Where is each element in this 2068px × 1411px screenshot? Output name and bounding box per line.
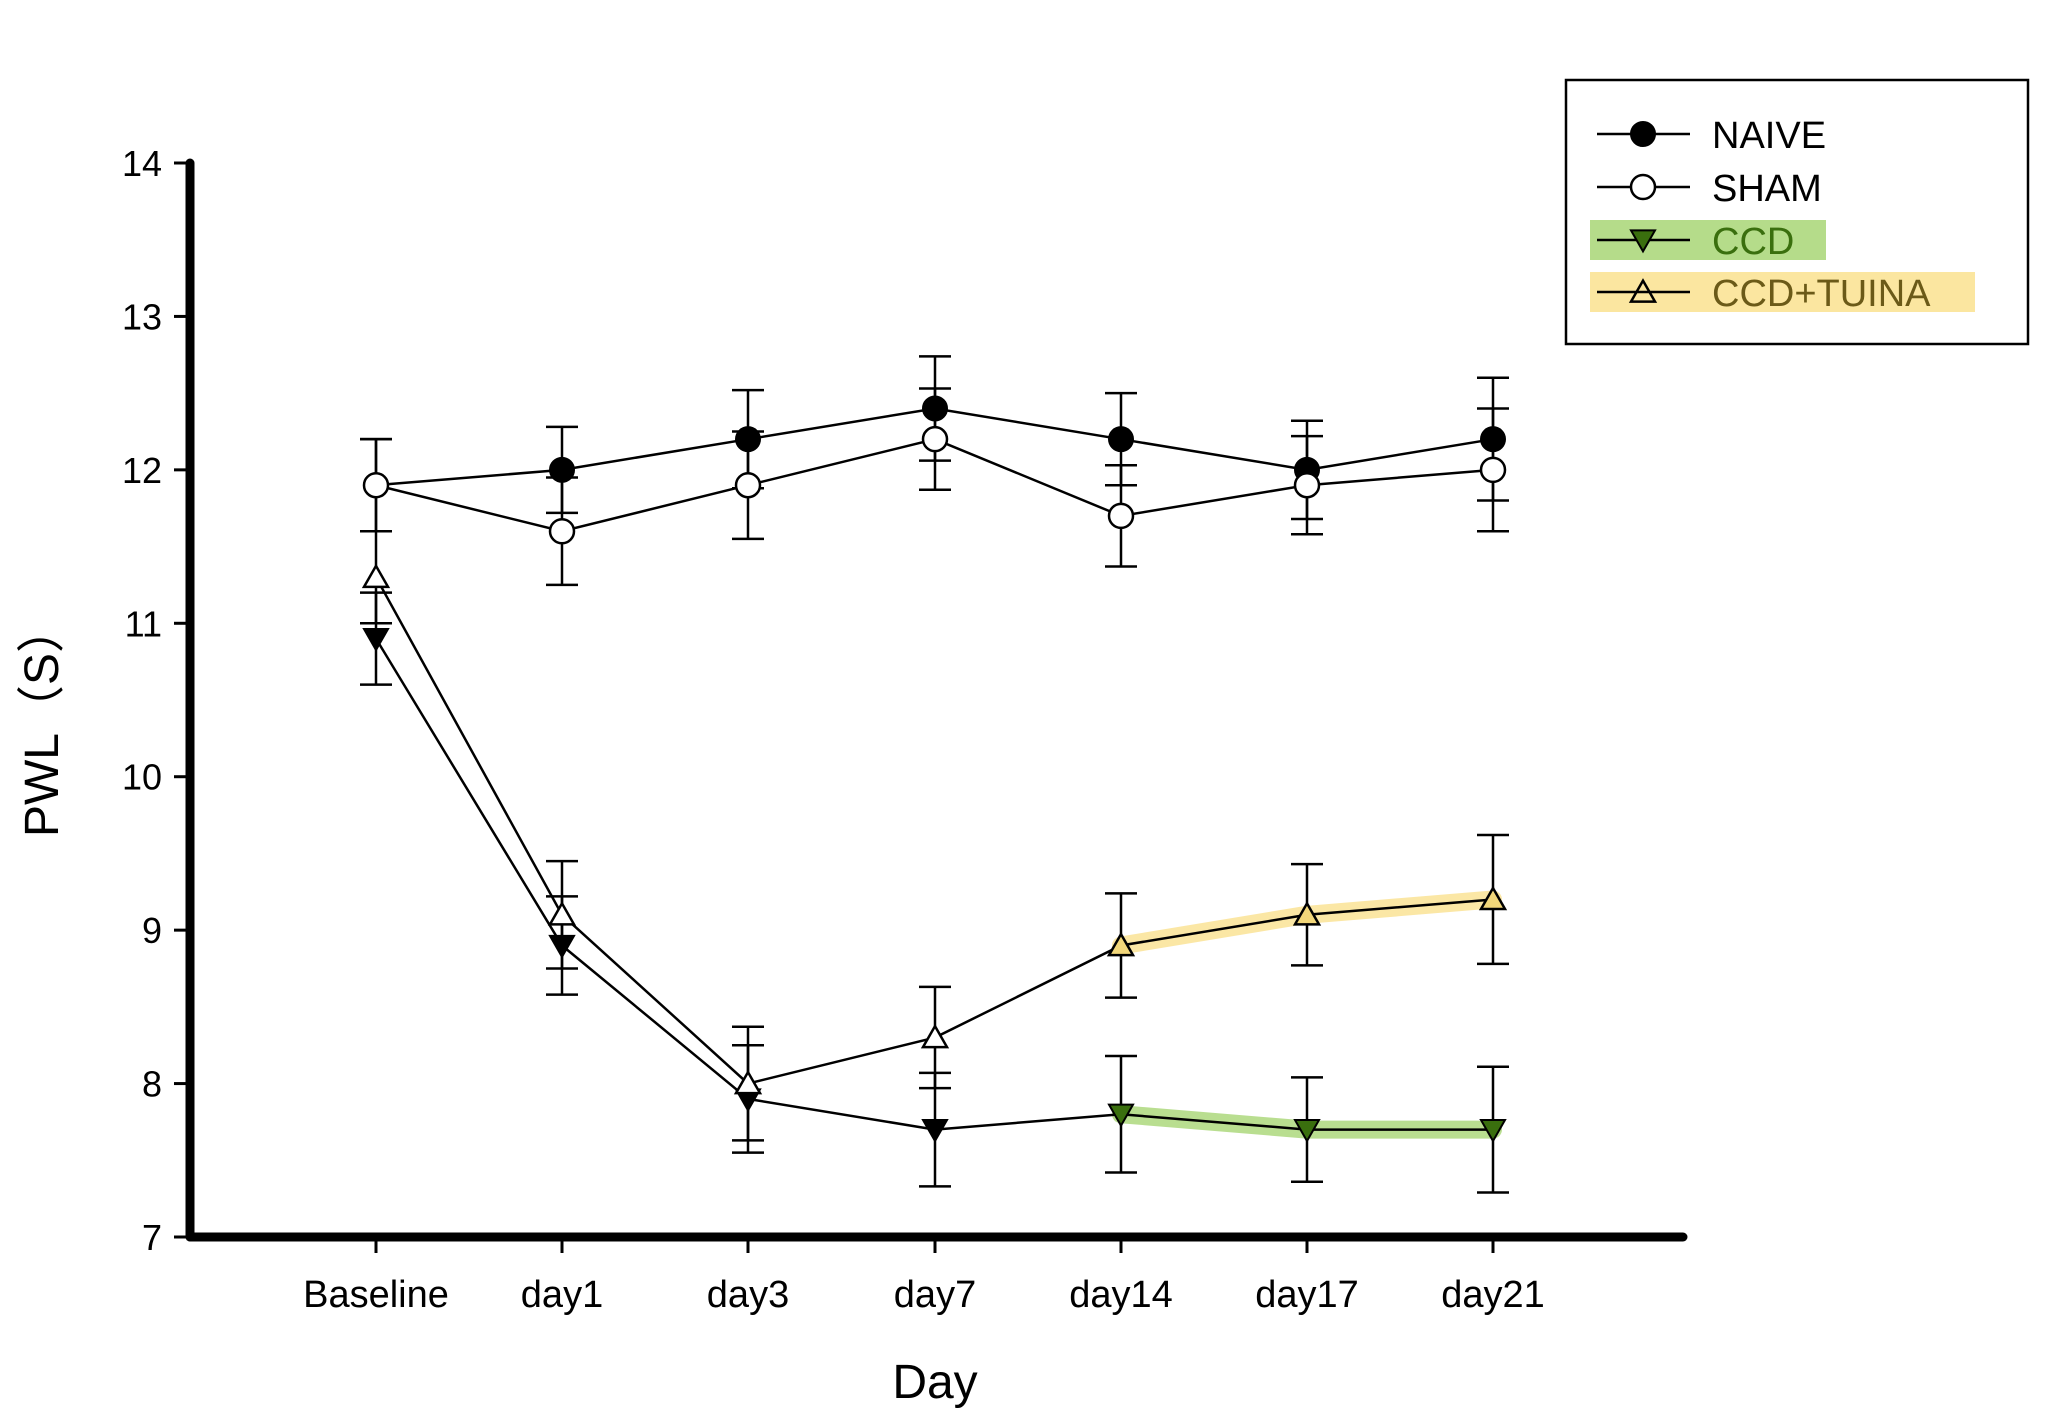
x-axis-title: Day	[892, 1356, 977, 1409]
point-sham-day21	[1479, 456, 1507, 484]
point-ccd-tuina-day1	[547, 900, 577, 926]
point-naive-day21	[1480, 426, 1506, 453]
y-axis-title: PWL（S）	[16, 605, 69, 837]
legend-label-ccd-tuina: CCD+TUINA	[1712, 273, 1931, 315]
x-tick-label-day7: day7	[894, 1274, 976, 1316]
x-tick-label-day14: day14	[1069, 1274, 1173, 1316]
point-ccd-day1	[548, 934, 576, 959]
legend-marker-naive	[1630, 121, 1656, 147]
axes: 7 8 9 10 11 12 13 14 Baseline day1 day3 day7 day14 da…	[122, 143, 1688, 1316]
point-ccd-tuina-day14	[1106, 931, 1136, 957]
legend-marker-ccd	[1629, 229, 1657, 254]
legend-label-sham: SHAM	[1712, 168, 1822, 210]
point-ccd-tuina-day3	[733, 1069, 763, 1095]
point-ccd-baseline	[362, 628, 390, 653]
point-ccd-day17	[1293, 1119, 1321, 1144]
data-points	[361, 395, 1508, 1144]
legend: NAIVE SHAM CCD CCD+TUINA	[1564, 78, 2030, 346]
legend-label-ccd: CCD	[1712, 221, 1794, 263]
point-sham-baseline	[362, 471, 390, 499]
point-ccd-day21	[1479, 1119, 1507, 1144]
y-tick-label-9: 9	[142, 910, 162, 951]
point-ccd-tuina-day21	[1478, 885, 1508, 911]
point-naive-day7	[922, 395, 948, 422]
legend-marker-ccd-tuina	[1628, 278, 1658, 303]
y-tick-label-14: 14	[122, 143, 162, 184]
point-sham-day1	[548, 517, 576, 545]
y-tick-label-10: 10	[122, 757, 162, 798]
y-tick-label-8: 8	[142, 1064, 162, 1105]
x-tick-label-day3: day3	[707, 1274, 789, 1316]
x-tick-label-Baseline: Baseline	[303, 1274, 449, 1316]
point-ccd-day7	[921, 1119, 949, 1144]
y-tick-label-11: 11	[125, 603, 162, 644]
point-naive-day1	[549, 456, 575, 483]
y-tick-label-13: 13	[122, 296, 162, 337]
x-tick-label-day1: day1	[521, 1274, 603, 1316]
legend-marker-sham	[1629, 173, 1657, 201]
point-ccd-tuina-day7	[920, 1023, 950, 1049]
y-tick-label-12: 12	[122, 450, 162, 491]
x-tick-label-day21: day21	[1441, 1274, 1545, 1316]
point-naive-day3	[735, 426, 761, 453]
x-tick-label-day17: day17	[1255, 1274, 1359, 1316]
point-ccd-tuina-baseline	[361, 563, 391, 589]
point-sham-day17	[1293, 471, 1321, 499]
point-naive-day14	[1108, 426, 1134, 453]
point-ccd-day14	[1107, 1103, 1135, 1128]
point-sham-day3	[734, 471, 762, 499]
point-ccd-tuina-day17	[1292, 900, 1322, 926]
y-tick-label-7: 7	[142, 1217, 162, 1258]
legend-label-naive: NAIVE	[1712, 115, 1826, 157]
point-sham-day14	[1107, 502, 1135, 530]
point-sham-day7	[921, 425, 949, 453]
